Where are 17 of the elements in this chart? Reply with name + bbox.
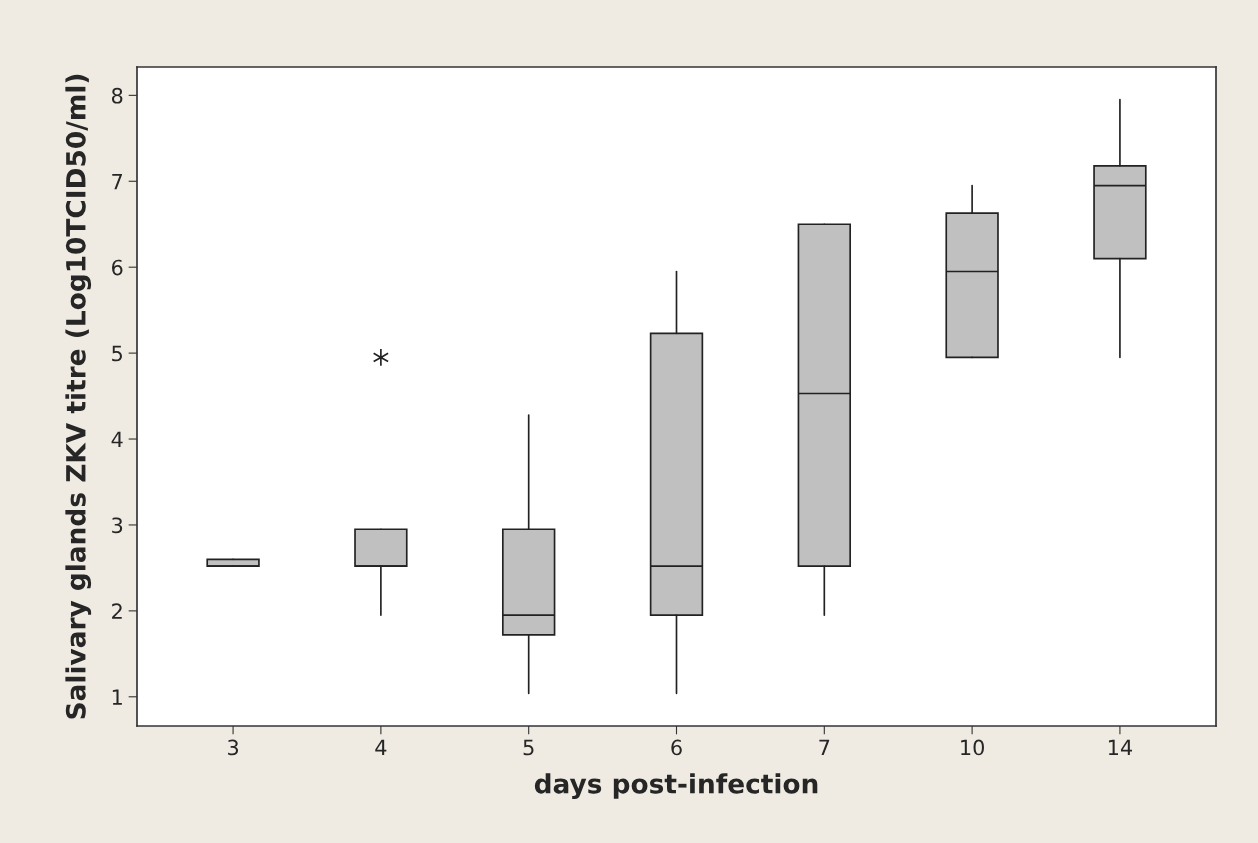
y-tick-label: 3 — [112, 517, 123, 534]
x-tick-label: 5 — [523, 739, 534, 756]
y-tick-label: 2 — [112, 603, 122, 619]
x-tick-label: 10 — [961, 739, 984, 756]
y-tick-label: 1 — [112, 689, 122, 705]
x-axis-title: days post-infection — [534, 773, 818, 799]
x-tick-label: 4 — [375, 739, 387, 756]
y-tick-label: 5 — [112, 345, 122, 362]
x-tick-label: 14 — [1108, 739, 1133, 756]
x-tick-label: 6 — [671, 739, 682, 756]
x-tick-label: 3 — [228, 739, 239, 756]
y-tick-label: 7 — [112, 174, 123, 190]
y-axis-title: Salivary glands ZKV titre (Log10TCID50/ml) — [65, 74, 92, 719]
y-tick-label: 8 — [111, 87, 123, 104]
y-tick-label: 6 — [112, 259, 123, 276]
y-tick-label: 4 — [111, 431, 123, 447]
x-tick-label: 7 — [819, 739, 830, 756]
